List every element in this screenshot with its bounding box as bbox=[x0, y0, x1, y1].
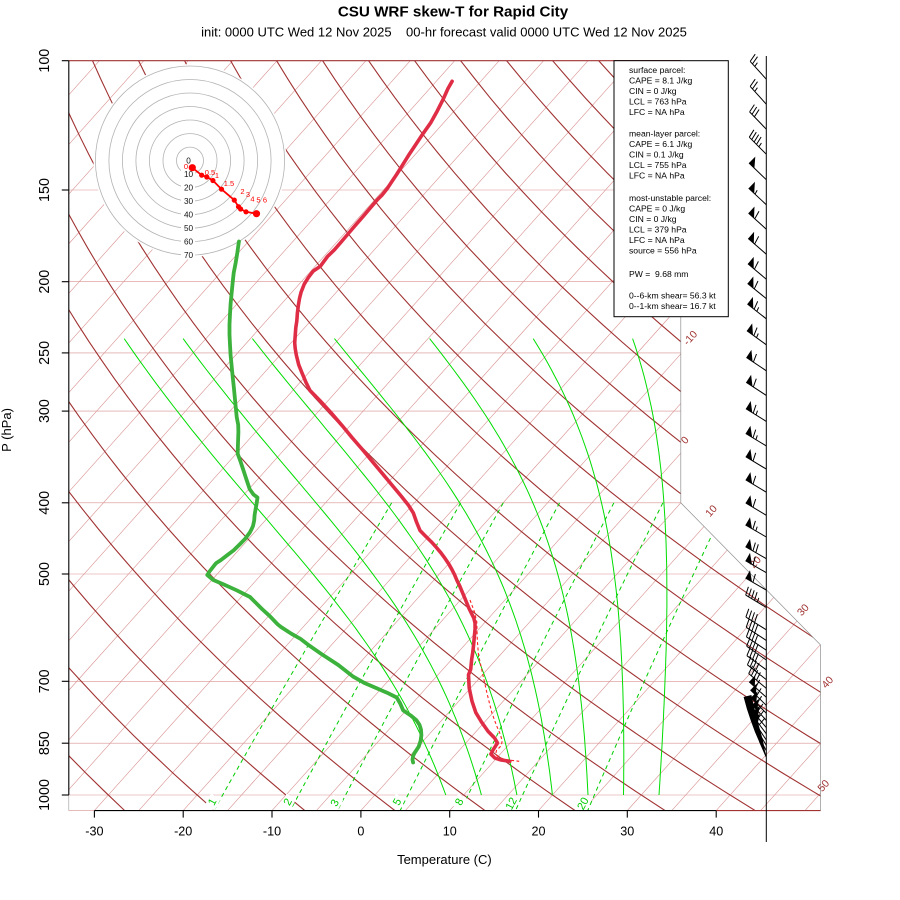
svg-text:CAPE = 6.1 J/kg: CAPE = 6.1 J/kg bbox=[629, 139, 693, 149]
svg-text:8: 8 bbox=[453, 797, 466, 808]
svg-text:10: 10 bbox=[703, 503, 720, 520]
svg-text:source = 556 hPa: source = 556 hPa bbox=[629, 246, 697, 256]
svg-text:CIN = 0.1 J/kg: CIN = 0.1 J/kg bbox=[629, 150, 684, 160]
svg-text:surface parcel:: surface parcel: bbox=[629, 65, 685, 75]
svg-text:most-unstable parcel:: most-unstable parcel: bbox=[629, 193, 711, 203]
svg-text:CAPE = 8.1 J/kg: CAPE = 8.1 J/kg bbox=[629, 76, 693, 86]
svg-text:LCL = 763 hPa: LCL = 763 hPa bbox=[629, 97, 687, 107]
svg-text:250: 250 bbox=[37, 341, 53, 365]
svg-text:-10: -10 bbox=[681, 328, 700, 347]
svg-text:CIN = 0 J/kg: CIN = 0 J/kg bbox=[629, 86, 677, 96]
svg-text:-10: -10 bbox=[263, 825, 281, 839]
svg-text:3: 3 bbox=[329, 798, 342, 809]
svg-text:1.5: 1.5 bbox=[224, 179, 234, 188]
svg-text:LFC = NA hPa: LFC = NA hPa bbox=[629, 235, 685, 245]
svg-text:20: 20 bbox=[184, 184, 194, 193]
svg-text:50: 50 bbox=[184, 224, 194, 233]
svg-text:6: 6 bbox=[263, 195, 267, 204]
svg-text:3: 3 bbox=[246, 190, 250, 199]
svg-text:4: 4 bbox=[250, 194, 254, 203]
svg-text:0: 0 bbox=[357, 825, 364, 839]
svg-text:70: 70 bbox=[184, 251, 194, 260]
svg-text:150: 150 bbox=[37, 178, 53, 202]
svg-text:20: 20 bbox=[531, 825, 545, 839]
svg-text:2: 2 bbox=[282, 797, 295, 808]
svg-text:CAPE = 0 J/kg: CAPE = 0 J/kg bbox=[629, 204, 685, 214]
svg-text:40: 40 bbox=[819, 674, 836, 691]
svg-text:200: 200 bbox=[37, 270, 53, 294]
svg-text:init: 0000 UTC Wed 12 Nov 2025: init: 0000 UTC Wed 12 Nov 2025 00-hr for… bbox=[201, 24, 687, 39]
svg-text:500: 500 bbox=[37, 562, 53, 586]
svg-text:40: 40 bbox=[709, 825, 723, 839]
svg-text:mean-layer parcel:: mean-layer parcel: bbox=[629, 129, 700, 139]
svg-text:Temperature (C): Temperature (C) bbox=[397, 852, 492, 867]
svg-text:LFC = NA hPa: LFC = NA hPa bbox=[629, 171, 685, 181]
svg-text:LFC = NA hPa: LFC = NA hPa bbox=[629, 107, 685, 117]
svg-text:1: 1 bbox=[206, 797, 219, 808]
svg-text:-30: -30 bbox=[85, 825, 103, 839]
svg-text:30: 30 bbox=[184, 197, 194, 206]
svg-text:0: 0 bbox=[184, 162, 188, 171]
svg-text:0--1-km shear= 16.7 kt: 0--1-km shear= 16.7 kt bbox=[629, 301, 716, 311]
svg-text:LCL = 755 hPa: LCL = 755 hPa bbox=[629, 160, 687, 170]
svg-text:10: 10 bbox=[443, 825, 457, 839]
svg-text:300: 300 bbox=[37, 399, 53, 423]
svg-text:CSU WRF skew-T for Rapid City: CSU WRF skew-T for Rapid City bbox=[338, 4, 569, 21]
svg-text:-20: -20 bbox=[174, 825, 192, 839]
svg-text:1000: 1000 bbox=[37, 779, 53, 811]
svg-text:5: 5 bbox=[256, 195, 260, 204]
svg-text:400: 400 bbox=[37, 491, 53, 515]
svg-text:5: 5 bbox=[391, 797, 404, 808]
svg-text:P (hPa): P (hPa) bbox=[0, 408, 14, 452]
svg-text:0--6-km shear= 56.3 kt: 0--6-km shear= 56.3 kt bbox=[629, 291, 716, 301]
svg-text:12: 12 bbox=[504, 796, 520, 812]
svg-text:60: 60 bbox=[184, 238, 194, 247]
svg-text:100: 100 bbox=[37, 49, 53, 73]
svg-text:700: 700 bbox=[37, 669, 53, 693]
svg-text:10: 10 bbox=[184, 170, 194, 179]
svg-text:CIN = 0 J/kg: CIN = 0 J/kg bbox=[629, 214, 677, 224]
svg-text:1: 1 bbox=[215, 171, 219, 180]
svg-text:20: 20 bbox=[575, 796, 591, 812]
svg-text:40: 40 bbox=[184, 211, 194, 220]
svg-text:2: 2 bbox=[240, 187, 244, 196]
svg-text:PW = 9.68 mm: PW = 9.68 mm bbox=[629, 269, 688, 279]
svg-text:0.5: 0.5 bbox=[205, 168, 215, 177]
svg-text:850: 850 bbox=[37, 731, 53, 755]
svg-text:30: 30 bbox=[620, 825, 634, 839]
svg-text:30: 30 bbox=[795, 602, 812, 619]
svg-text:0: 0 bbox=[186, 157, 191, 166]
svg-text:LCL = 379 hPa: LCL = 379 hPa bbox=[629, 225, 687, 235]
svg-text:50: 50 bbox=[815, 778, 832, 795]
